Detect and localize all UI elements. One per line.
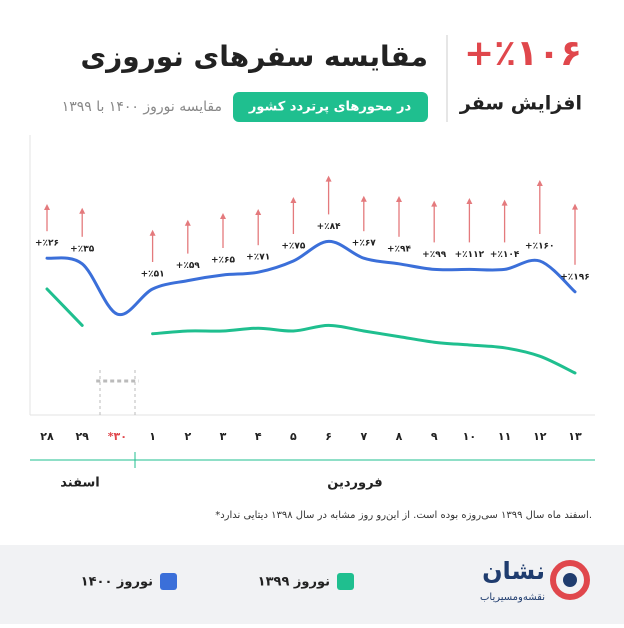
growth-label: +٪۹۹ bbox=[422, 250, 447, 260]
headline: +٪۱۰۶ bbox=[464, 33, 582, 74]
logo-icon bbox=[550, 560, 590, 600]
growth-label: +٪۷۱ bbox=[246, 253, 270, 263]
growth-label: +٪۶۵ bbox=[211, 256, 236, 266]
legend-label: نوروز ۱۳۹۹ bbox=[258, 575, 330, 590]
series-line bbox=[45, 239, 577, 317]
growth-arrowhead bbox=[466, 198, 473, 204]
growth-arrowhead bbox=[572, 203, 578, 210]
x-tick-label: ۷ bbox=[360, 430, 367, 443]
x-tick-label: ۶ bbox=[325, 430, 332, 443]
x-tick-label: ۸ bbox=[396, 430, 403, 443]
growth-arrowhead bbox=[255, 209, 262, 215]
growth-label: +٪۹۴ bbox=[387, 244, 412, 254]
growth-label: +٪۵۹ bbox=[176, 261, 201, 271]
growth-label: +٪۷۵ bbox=[281, 242, 306, 252]
x-tick-label: ۹ bbox=[431, 430, 438, 443]
growth-arrowhead bbox=[396, 196, 402, 202]
growth-label: +٪۶۷ bbox=[352, 239, 377, 249]
x-tick-label: ۲ bbox=[184, 430, 191, 443]
x-tick-label: ۱۰ bbox=[463, 430, 476, 443]
growth-label: +٪۸۴ bbox=[317, 222, 342, 232]
x-tick-label: ۲۹ bbox=[75, 430, 89, 443]
badge: در محورهای پرتردد کشور bbox=[248, 100, 412, 115]
growth-arrowhead bbox=[79, 207, 86, 214]
growth-arrowhead bbox=[360, 195, 367, 202]
period-label: فروردین bbox=[327, 476, 382, 491]
legend-swatch bbox=[337, 573, 354, 590]
badge-bg bbox=[233, 92, 428, 122]
growth-arrowhead bbox=[536, 180, 543, 186]
x-tick-label: ۳ bbox=[220, 430, 227, 443]
x-tick-label: ۱۳ bbox=[568, 430, 582, 443]
growth-label: +٪۱۱۲ bbox=[455, 250, 485, 260]
growth-label: +٪۱۰۴ bbox=[490, 250, 520, 260]
series-line bbox=[45, 287, 577, 375]
growth-arrowhead bbox=[220, 213, 226, 219]
headline-caption: افزایش سفر bbox=[459, 93, 582, 115]
growth-arrowhead bbox=[184, 219, 191, 226]
title: مقایسه سفرهای نوروزی bbox=[80, 40, 428, 73]
footer-band bbox=[0, 545, 624, 624]
x-tick-label: *۳۰ bbox=[108, 430, 127, 443]
growth-arrowhead bbox=[431, 200, 438, 207]
period-label: اسفند bbox=[60, 476, 99, 491]
legend-label: نوروز ۱۴۰۰ bbox=[81, 575, 153, 590]
x-tick-label: ۴ bbox=[255, 430, 262, 443]
brand-tagline: نقشه‌ومسیریاب bbox=[480, 592, 545, 603]
growth-arrowhead bbox=[501, 199, 508, 206]
x-tick-label: ۵ bbox=[290, 430, 297, 443]
growth-arrowhead bbox=[325, 175, 332, 182]
growth-arrowhead bbox=[44, 204, 50, 210]
growth-arrowhead bbox=[149, 229, 156, 236]
growth-arrowhead bbox=[290, 197, 297, 203]
brand-name: نشان bbox=[482, 557, 545, 585]
growth-label: +٪۳۵ bbox=[70, 244, 95, 254]
x-tick-label: ۱۱ bbox=[498, 430, 511, 443]
logo-icon bbox=[563, 573, 577, 587]
legend-swatch bbox=[160, 573, 177, 590]
growth-label: +٪۱۹۶ bbox=[560, 272, 590, 282]
subtitle: مقایسه نوروز ۱۴۰۰ با ۱۳۹۹ bbox=[62, 99, 222, 115]
footnote: *اسفند ماه سال ۱۳۹۹ سی‌روزه بوده است. از… bbox=[215, 510, 592, 521]
growth-label: +٪۵۱ bbox=[141, 270, 165, 280]
x-tick-label: ۱ bbox=[149, 430, 156, 443]
x-tick-label: ۱۲ bbox=[533, 430, 547, 443]
growth-label: +٪۲۶ bbox=[35, 239, 59, 249]
growth-label: +٪۱۶۰ bbox=[525, 242, 555, 252]
x-tick-label: ۲۸ bbox=[40, 430, 54, 443]
